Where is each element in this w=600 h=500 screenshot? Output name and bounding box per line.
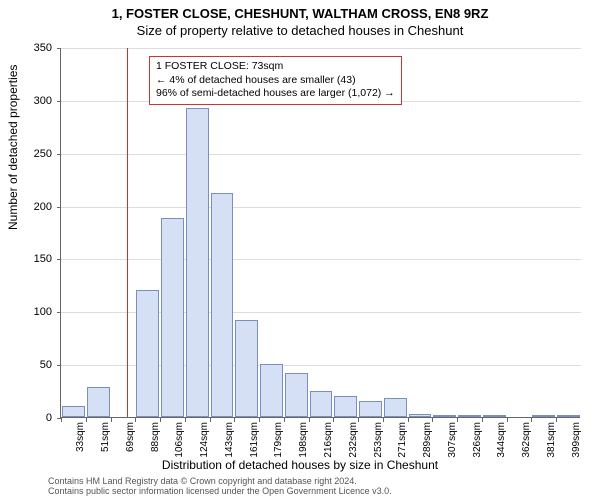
x-tick-mark [457,418,458,422]
x-tick-mark [482,418,483,422]
x-tick-mark [309,418,310,422]
x-tick-mark [61,418,62,422]
histogram-bar [87,387,110,417]
y-tick-label: 50 [0,359,52,371]
y-tick-mark [57,48,61,49]
y-tick-label: 300 [0,95,52,107]
histogram-bar [161,218,184,417]
y-tick-mark [57,101,61,102]
y-tick-label: 0 [0,412,52,424]
x-tick-mark [556,418,557,422]
x-tick-mark [185,418,186,422]
figure-container: 1, FOSTER CLOSE, CHESHUNT, WALTHAM CROSS… [0,0,600,500]
x-tick-mark [507,418,508,422]
y-tick-label: 150 [0,253,52,265]
x-axis-title: Distribution of detached houses by size … [0,458,600,472]
histogram-bar [136,290,159,417]
y-tick-label: 100 [0,306,52,318]
histogram-bar [285,373,308,417]
y-tick-label: 350 [0,42,52,54]
y-tick-mark [57,259,61,260]
title-line-1: 1, FOSTER CLOSE, CHESHUNT, WALTHAM CROSS… [0,0,600,21]
histogram-bar [334,396,357,417]
title-line-2: Size of property relative to detached ho… [0,21,600,38]
y-tick-mark [57,154,61,155]
x-tick-mark [111,418,112,422]
chart-area: 33sqm51sqm69sqm88sqm106sqm124sqm143sqm16… [60,48,580,418]
footnote-line-1: Contains HM Land Registry data © Crown c… [48,476,392,486]
gridline [61,48,581,49]
y-tick-mark [57,365,61,366]
x-tick-mark [160,418,161,422]
histogram-bar [235,320,258,417]
y-tick-label: 250 [0,148,52,160]
x-tick-mark [408,418,409,422]
x-tick-mark [135,418,136,422]
x-tick-mark [86,418,87,422]
histogram-bar [409,414,432,417]
x-tick-mark [432,418,433,422]
marker-line [127,48,128,417]
histogram-bar [260,364,283,417]
y-tick-mark [57,312,61,313]
histogram-bar [532,415,555,417]
histogram-bar [186,108,209,417]
x-tick-mark [531,418,532,422]
annotation-line: ← 4% of detached houses are smaller (43) [156,74,395,88]
x-tick-mark [333,418,334,422]
x-tick-mark [259,418,260,422]
x-tick-mark [358,418,359,422]
footnote-line-2: Contains public sector information licen… [48,486,392,496]
histogram-bar [211,193,234,417]
plot-region: 33sqm51sqm69sqm88sqm106sqm124sqm143sqm16… [60,48,580,418]
x-tick-mark [234,418,235,422]
x-tick-mark [210,418,211,422]
histogram-bar [310,391,333,417]
gridline [61,259,581,260]
gridline [61,154,581,155]
histogram-bar [384,398,407,417]
histogram-bar [557,415,580,417]
y-tick-mark [57,207,61,208]
x-tick-mark [284,418,285,422]
histogram-bar [483,415,506,417]
histogram-bar [458,415,481,417]
x-tick-mark [383,418,384,422]
annotation-line: 1 FOSTER CLOSE: 73sqm [156,60,395,74]
y-tick-label: 200 [0,201,52,213]
footnote: Contains HM Land Registry data © Crown c… [48,476,392,497]
annotation-box: 1 FOSTER CLOSE: 73sqm← 4% of detached ho… [149,56,402,105]
histogram-bar [359,401,382,417]
annotation-line: 96% of semi-detached houses are larger (… [156,87,395,101]
gridline [61,207,581,208]
histogram-bar [62,406,85,417]
histogram-bar [433,415,456,417]
